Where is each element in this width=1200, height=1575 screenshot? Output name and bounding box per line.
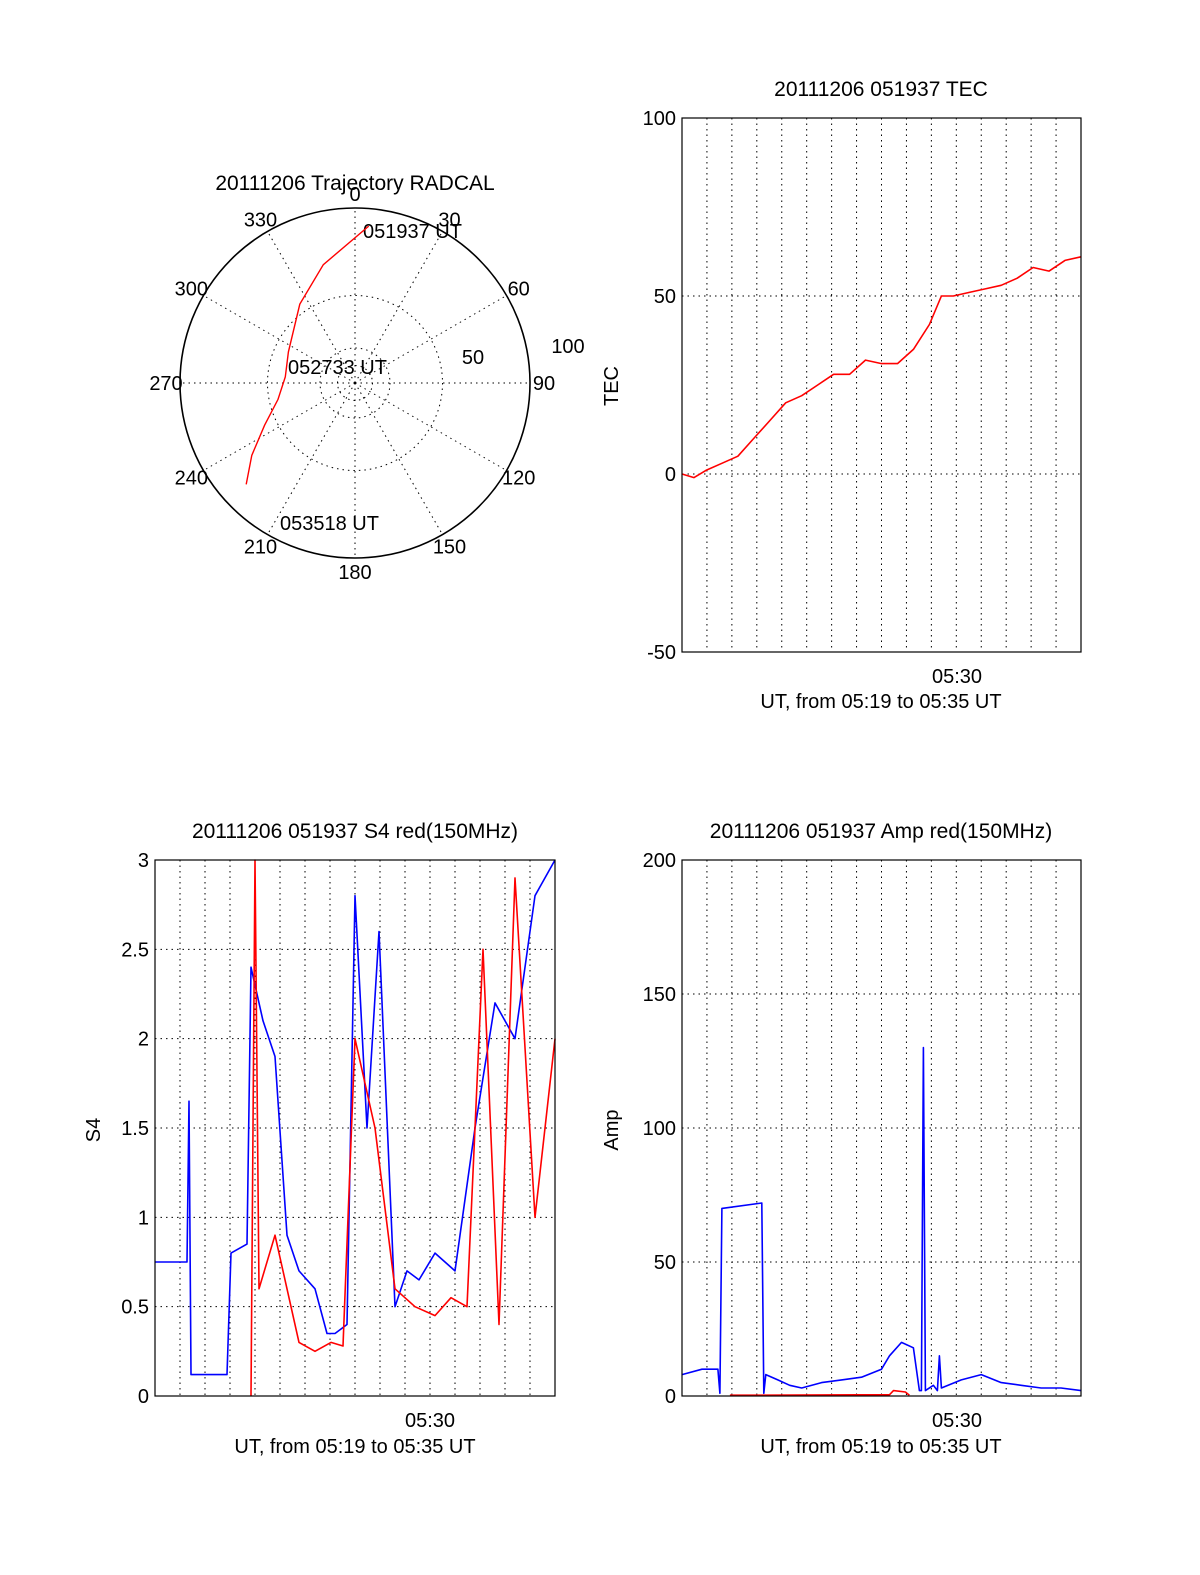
s4-xlabel: UT, from 05:19 to 05:35 UT — [234, 1436, 475, 1458]
polar-start-time-label: 051937 UT — [363, 221, 462, 243]
polar-azimuth-label: 210 — [244, 537, 277, 559]
polar-azimuth-label: 60 — [508, 279, 530, 301]
amp-y-tick-label: 100 — [643, 1118, 676, 1140]
tec-plot-frame — [681, 117, 1082, 653]
amp-x-tick-label: 05:30 — [932, 1410, 982, 1432]
s4-plot-frame — [154, 859, 556, 1397]
s4-chart: 20111206 051937 S4 red(150MHz) UT, from … — [83, 820, 556, 1458]
tec-y-tick-label: 50 — [654, 286, 676, 308]
amp-y-tick-label: 0 — [665, 1386, 676, 1408]
tec-x-tick-label: 05:30 — [932, 666, 982, 688]
amp-xlabel: UT, from 05:19 to 05:35 UT — [760, 1436, 1001, 1458]
polar-azimuth-label: 0 — [349, 184, 360, 206]
s4-y-tick-label: 0 — [138, 1386, 149, 1408]
amp-series-1 — [729, 1389, 910, 1396]
s4-y-tick-label: 2.5 — [121, 939, 149, 961]
tec-ylabel: TEC — [601, 366, 623, 406]
tec-chart: 20111206 051937 TEC UT, from 05:19 to 05… — [601, 78, 1082, 713]
polar-radius-label: 50 — [462, 347, 484, 369]
polar-spoke-line — [354, 382, 507, 471]
s4-y-tick-label: 3 — [138, 850, 149, 872]
polar-azimuth-label: 180 — [338, 562, 371, 584]
polar-end-time-label: 053518 UT — [280, 513, 379, 535]
polar-grid-circle — [319, 347, 391, 419]
tec-series-0 — [681, 256, 1082, 479]
polar-mid-time-label: 052733 UT — [288, 357, 387, 379]
polar-azimuth-label: 270 — [149, 373, 182, 395]
polar-azimuth-label: 300 — [175, 279, 208, 301]
polar-azimuth-label: 240 — [175, 468, 208, 490]
polar-azimuth-label: 90 — [533, 373, 555, 395]
tec-xlabel: UT, from 05:19 to 05:35 UT — [760, 691, 1001, 713]
s4-ylabel: S4 — [83, 1118, 105, 1142]
amp-ylabel: Amp — [601, 1109, 623, 1150]
amp-title: 20111206 051937 Amp red(150MHz) — [710, 820, 1052, 843]
s4-title: 20111206 051937 S4 red(150MHz) — [192, 820, 518, 843]
trajectory-polar-chart: 20111206 Trajectory RADCAL 0 30 60 90 120 150… — [149, 172, 584, 584]
polar-azimuth-label: 30 — [438, 209, 460, 231]
polar-azimuth-label: 120 — [502, 468, 535, 490]
amp-chart: 20111206 051937 Amp red(150MHz) UT, from… — [601, 820, 1082, 1458]
trajectory-title: 20111206 Trajectory RADCAL — [215, 172, 494, 195]
s4-series-0 — [155, 859, 556, 1376]
polar-spoke-line — [354, 382, 443, 535]
tec-y-tick-label: -50 — [647, 642, 676, 664]
polar-outer-circle — [179, 207, 531, 559]
amp-y-tick-label: 200 — [643, 850, 676, 872]
polar-spoke-line — [267, 382, 356, 535]
polar-radius-label: 100 — [551, 336, 584, 358]
amp-y-tick-label: 150 — [643, 984, 676, 1006]
s4-y-tick-label: 2 — [138, 1029, 149, 1051]
amp-plot-frame — [681, 859, 1082, 1397]
tec-y-tick-label: 0 — [665, 464, 676, 486]
polar-grid-circle — [267, 295, 443, 471]
amp-series-0 — [681, 1046, 1082, 1395]
tec-title: 20111206 051937 TEC — [774, 78, 988, 101]
polar-azimuth-label: 150 — [433, 537, 466, 559]
s4-y-tick-label: 1 — [138, 1207, 149, 1229]
polar-azimuth-label: 330 — [244, 209, 277, 231]
s4-x-tick-label: 05:30 — [405, 1410, 455, 1432]
polar-trajectory-line — [245, 225, 370, 485]
s4-y-tick-label: 1.5 — [121, 1118, 149, 1140]
tec-y-tick-label: 100 — [643, 108, 676, 130]
amp-y-tick-label: 50 — [654, 1252, 676, 1274]
s4-y-tick-label: 0.5 — [121, 1297, 149, 1319]
s4-series-1 — [250, 859, 556, 1397]
